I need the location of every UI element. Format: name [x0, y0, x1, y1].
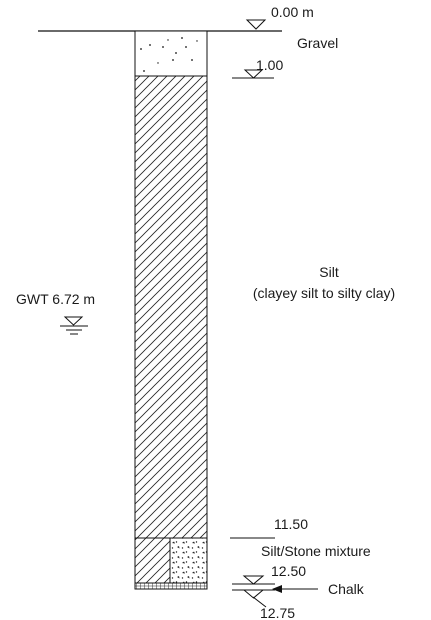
mixture-label: Silt/Stone mixture: [261, 543, 371, 559]
silt-description: (clayey silt to silty clay): [253, 285, 395, 301]
gwt-label: GWT 6.72 m: [16, 291, 95, 307]
gravel-dots: [140, 37, 198, 72]
chalk-layer: [134, 582, 208, 590]
level-label-silt-base: 11.50: [274, 516, 308, 532]
borehole-column: [134, 30, 208, 590]
gravel-layer: [134, 30, 208, 77]
chalk-label: Chalk: [328, 581, 365, 597]
level-marker-gravel-base: [232, 69, 274, 79]
level-marker-chalk: [232, 589, 275, 608]
chalk-arrow: [272, 585, 318, 593]
level-label-gravel-base: 1.00: [256, 57, 283, 73]
silt-label: Silt: [319, 264, 339, 280]
level-marker-top: [230, 19, 282, 32]
silt-layer: [134, 75, 208, 539]
level-label-top: 0.00 m: [271, 4, 314, 20]
gwt-water-table-icon: [60, 316, 88, 335]
mixture-silt-part: [134, 537, 171, 584]
level-label-mixture-base: 12.50: [271, 563, 306, 579]
level-label-chalk: 12.75: [260, 605, 295, 620]
mixture-stone-part: [169, 537, 208, 584]
level-marker-mixture-base: [232, 575, 275, 585]
gravel-label: Gravel: [297, 35, 338, 51]
